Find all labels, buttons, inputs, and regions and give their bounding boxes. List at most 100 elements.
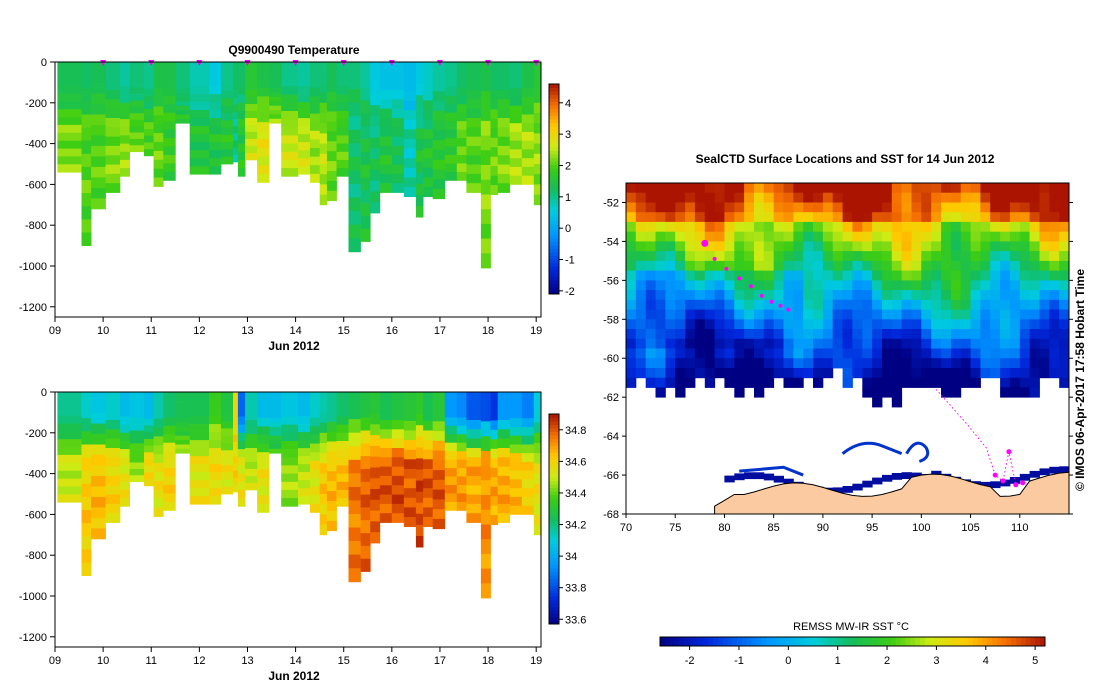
sst-cell bbox=[813, 280, 824, 291]
profile-cell bbox=[360, 74, 371, 88]
sst-cell bbox=[1000, 241, 1011, 252]
profile-cell bbox=[319, 174, 328, 185]
colorbar-swatch bbox=[549, 266, 559, 270]
sst-cell bbox=[970, 183, 981, 194]
colorbar-swatch bbox=[549, 217, 559, 221]
sst-cell bbox=[891, 221, 903, 233]
colorbar-swatch bbox=[549, 213, 559, 218]
profile-cell bbox=[456, 155, 467, 164]
profile-cell bbox=[269, 431, 282, 437]
profile-cell bbox=[336, 465, 349, 474]
profile-cell bbox=[444, 485, 458, 494]
sst-cell bbox=[970, 270, 981, 281]
profile-cell bbox=[466, 392, 482, 402]
coastal-sst-cell bbox=[1059, 466, 1070, 474]
colorbar-swatch bbox=[1006, 637, 1012, 646]
sst-cell bbox=[911, 377, 922, 388]
sst-cell bbox=[665, 290, 676, 301]
x-tick-label: 09 bbox=[49, 325, 61, 337]
colorbar-swatch bbox=[717, 637, 724, 646]
profile-cell bbox=[298, 166, 311, 175]
profile-cell bbox=[533, 102, 542, 114]
profile-cell bbox=[480, 553, 491, 569]
profile-cell bbox=[370, 467, 381, 479]
colorbar-swatch bbox=[968, 637, 974, 646]
profile-cell bbox=[432, 421, 446, 432]
profile-cell bbox=[348, 211, 361, 226]
profile-cell bbox=[348, 554, 361, 569]
colorbar-tick-label: 34.4 bbox=[565, 488, 586, 500]
colorbar-swatch bbox=[549, 112, 559, 116]
profile-cell bbox=[509, 97, 523, 107]
profile-cell bbox=[466, 494, 482, 505]
profile-cell bbox=[391, 457, 405, 467]
sst-cell bbox=[635, 319, 647, 330]
profile-cell bbox=[175, 396, 191, 402]
sst-cell bbox=[921, 241, 932, 252]
colorbar-tick-label: 34.8 bbox=[565, 425, 586, 437]
sst-cell bbox=[734, 270, 745, 281]
sst-cell bbox=[980, 260, 991, 272]
profile-cell bbox=[456, 121, 467, 131]
colorbar-tick-label: -2 bbox=[565, 286, 575, 298]
profile-cell bbox=[403, 401, 417, 412]
sst-cell bbox=[1029, 290, 1040, 301]
profile-cell bbox=[466, 99, 482, 109]
profile-cell bbox=[348, 500, 361, 515]
sst-cell bbox=[734, 329, 745, 340]
sst-cell bbox=[655, 387, 666, 398]
sst-cell bbox=[852, 260, 863, 272]
profile-cell bbox=[432, 509, 446, 520]
profile-cell bbox=[497, 164, 511, 175]
profile-cell bbox=[509, 149, 523, 159]
sst-cell bbox=[950, 290, 962, 301]
seal-location-marker bbox=[1000, 478, 1006, 484]
sst-cell bbox=[872, 260, 883, 272]
profile-cell bbox=[533, 184, 542, 195]
profile-cell bbox=[81, 405, 92, 419]
profile-cell bbox=[269, 418, 282, 423]
profile-cell bbox=[57, 454, 82, 464]
profile-cell bbox=[480, 436, 491, 452]
sst-cell bbox=[941, 299, 952, 310]
sst-cell bbox=[1039, 319, 1050, 330]
sst-cell bbox=[754, 290, 765, 301]
sst-cell bbox=[1039, 368, 1050, 379]
colorbar-tick-label: 1 bbox=[565, 192, 571, 204]
profile-cell bbox=[326, 101, 337, 112]
colorbar-swatch bbox=[549, 438, 559, 443]
sst-cell bbox=[872, 251, 883, 262]
sst-cell bbox=[1049, 231, 1060, 242]
profile-cell bbox=[269, 92, 282, 98]
colorbar-swatch bbox=[549, 592, 559, 597]
profile-cell bbox=[432, 81, 446, 92]
sst-cell bbox=[1029, 280, 1040, 291]
profile-cell bbox=[490, 166, 499, 177]
profile-cell bbox=[153, 427, 164, 437]
sst-cell bbox=[1039, 251, 1050, 262]
sst-cell bbox=[921, 348, 932, 359]
sst-cell bbox=[901, 212, 912, 223]
profile-cell bbox=[423, 497, 434, 508]
profile-cell bbox=[360, 392, 371, 406]
sst-cell bbox=[763, 358, 775, 369]
sst-cell bbox=[901, 270, 912, 281]
profile-cell bbox=[175, 448, 191, 454]
sst-cell bbox=[950, 241, 962, 252]
profile-cell bbox=[129, 138, 145, 146]
sst-cell bbox=[1019, 387, 1031, 398]
profile-cell bbox=[81, 549, 92, 563]
colorbar-swatch bbox=[549, 620, 559, 625]
profile-cell bbox=[480, 106, 491, 122]
profile-cell bbox=[105, 448, 121, 458]
profile-cell bbox=[326, 431, 337, 442]
sst-cell bbox=[783, 309, 794, 320]
x-tick-label: 19 bbox=[530, 325, 542, 337]
profile-cell bbox=[281, 62, 299, 71]
profile-cell bbox=[432, 518, 446, 530]
profile-cell bbox=[423, 468, 434, 479]
profile-cell bbox=[521, 470, 535, 480]
sst-cell bbox=[626, 231, 637, 242]
profile-cell bbox=[81, 392, 92, 406]
sst-cell bbox=[822, 338, 834, 349]
